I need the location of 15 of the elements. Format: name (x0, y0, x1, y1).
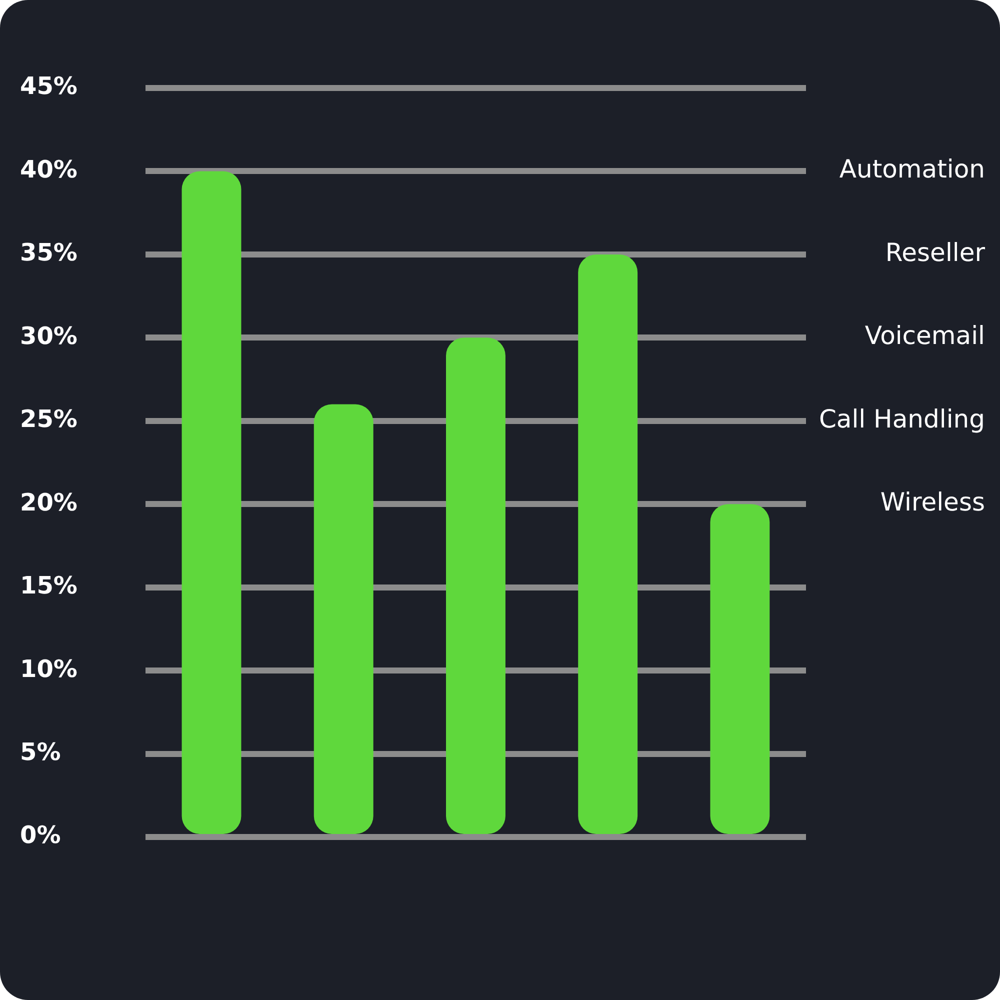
y-tick-label: 35% (20, 238, 78, 267)
text: Automation (839, 154, 985, 184)
text: Call Handling (818, 404, 985, 434)
y-tick-label: 0% (20, 821, 61, 850)
y-tick-label: 15% (20, 572, 78, 600)
text: Voicemail (864, 321, 985, 350)
y-tick-label: 40% (20, 155, 78, 184)
text: Wireless (880, 488, 985, 517)
y-tick-label: 45% (20, 72, 78, 100)
y-tick-label: 10% (20, 654, 78, 683)
y-tick-label: 5% (20, 738, 61, 766)
y-tick-label: 25% (20, 405, 78, 434)
y-tick-label: 30% (20, 322, 78, 350)
y-tick-label: 20% (20, 488, 78, 516)
text: Reseller (885, 238, 986, 267)
